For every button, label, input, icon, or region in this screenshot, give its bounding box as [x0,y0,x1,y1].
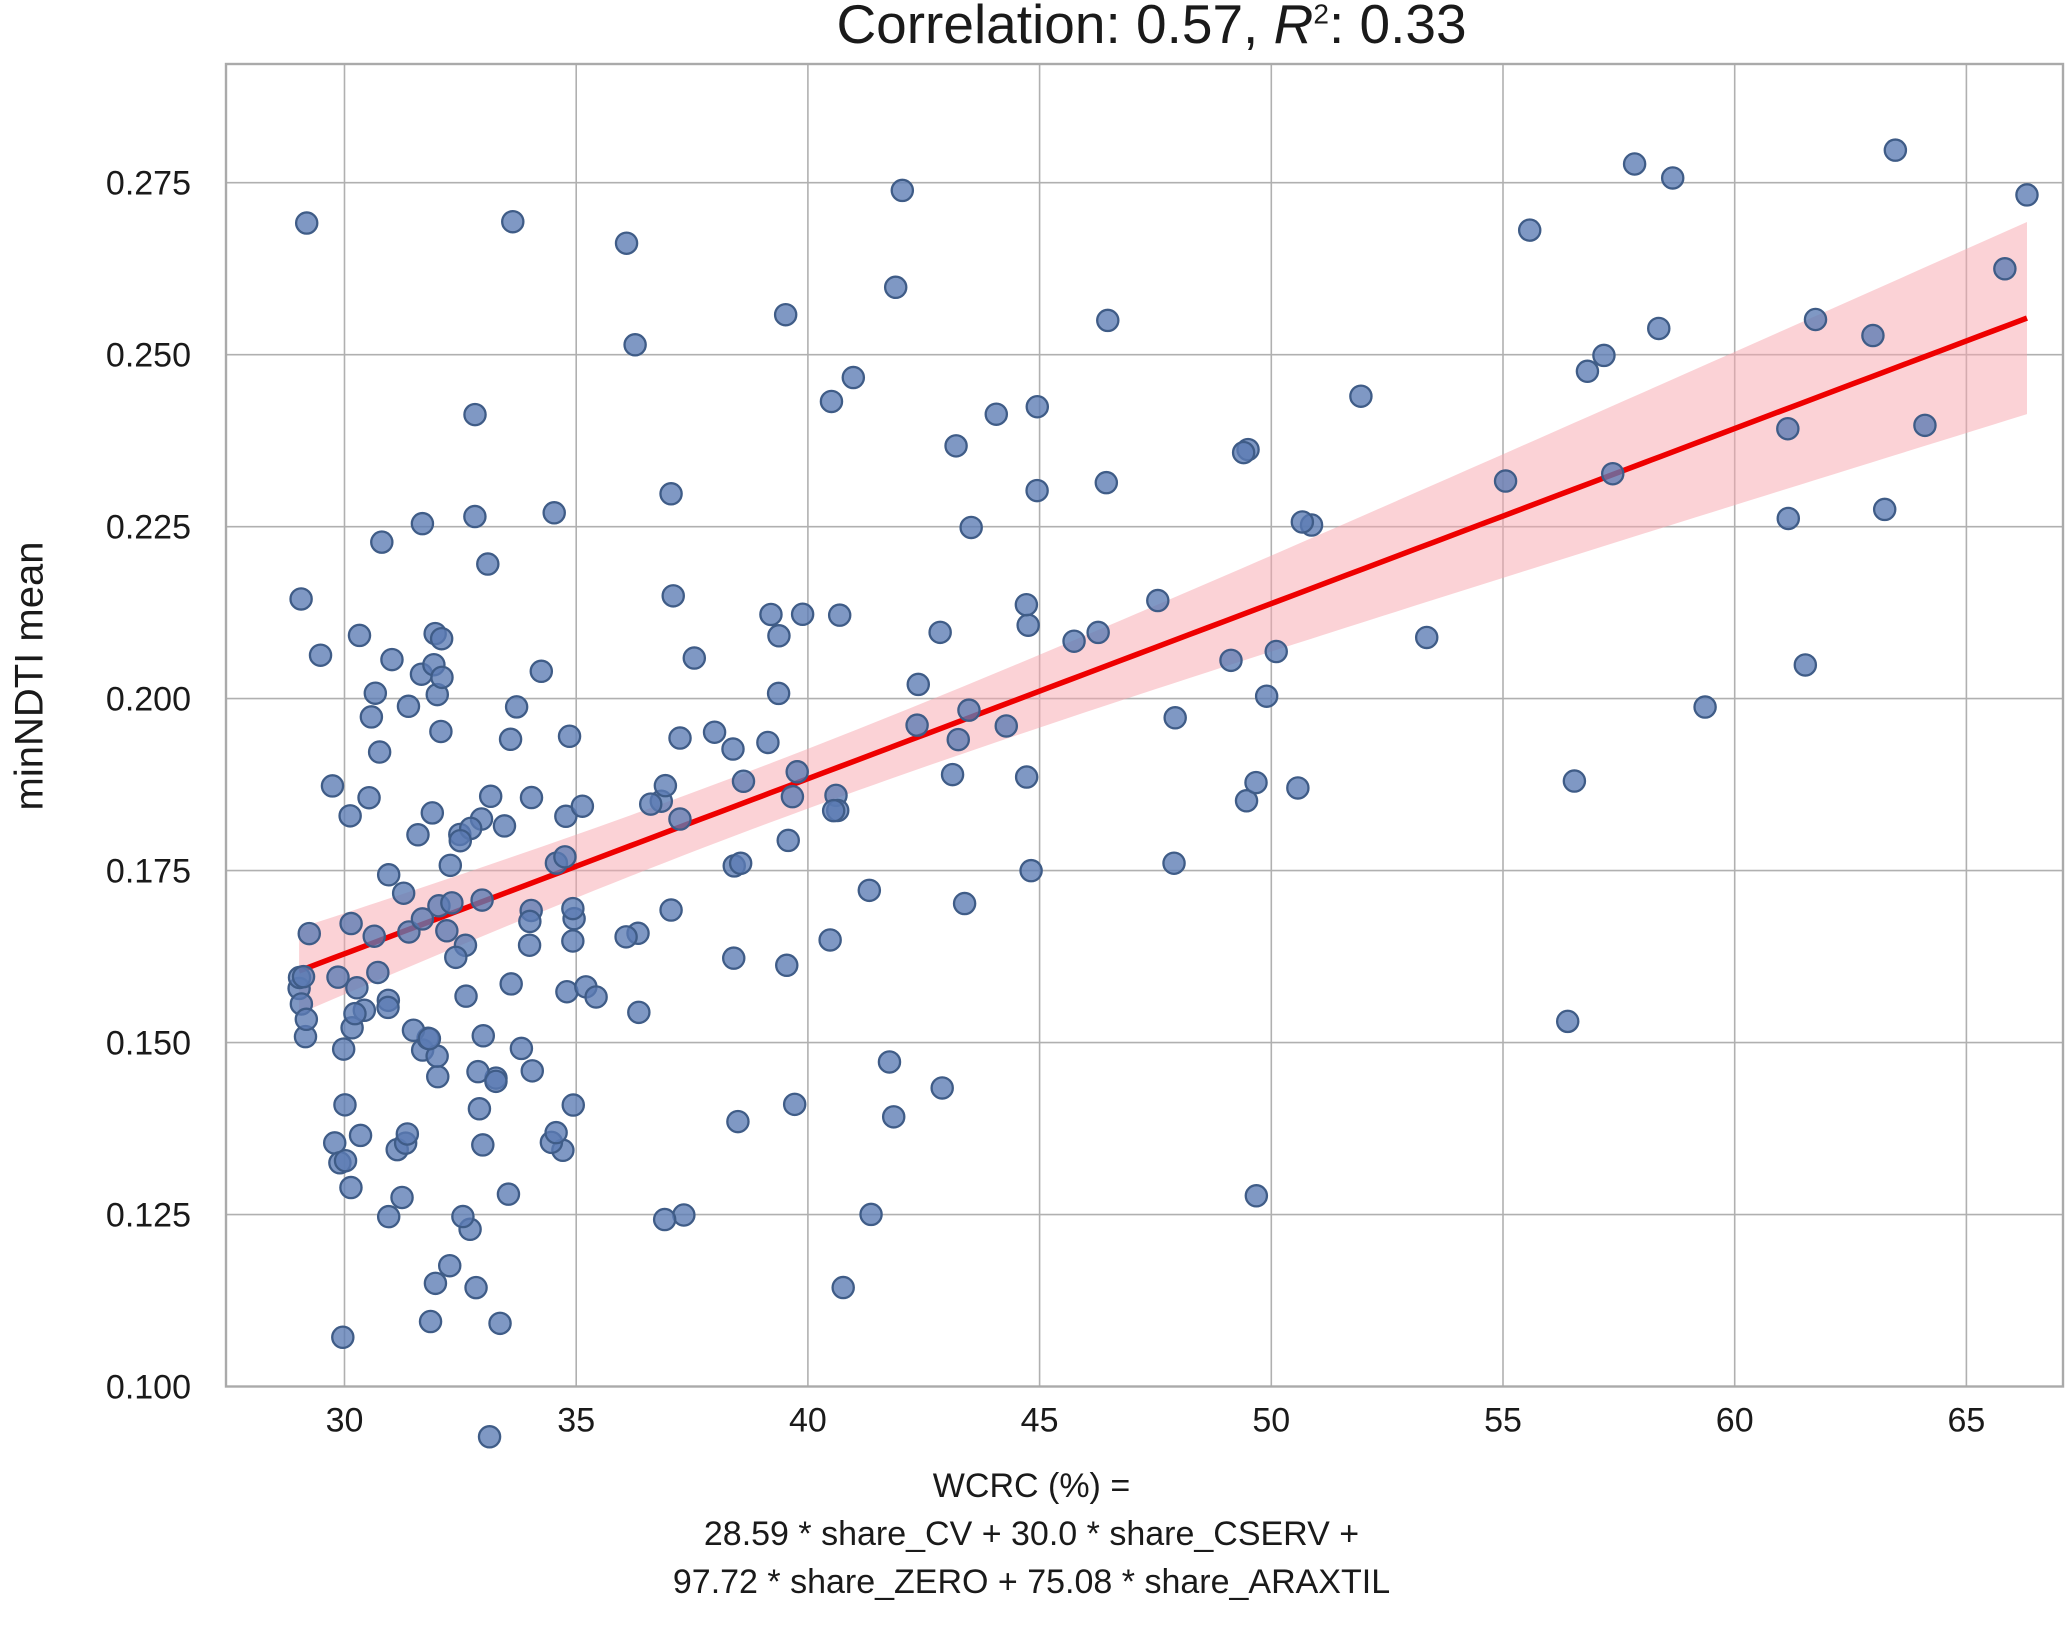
svg-text:0.200: 0.200 [106,681,191,719]
svg-text:45: 45 [1021,1402,1059,1440]
svg-text:0.225: 0.225 [106,509,191,547]
svg-text:0.275: 0.275 [106,165,191,203]
svg-text:65: 65 [1947,1402,1985,1440]
svg-text:55: 55 [1484,1402,1522,1440]
svg-text:0.250: 0.250 [106,337,191,375]
svg-text:35: 35 [557,1402,595,1440]
svg-text:0.125: 0.125 [106,1197,191,1235]
svg-text:0.150: 0.150 [106,1025,191,1063]
svg-text:60: 60 [1716,1402,1754,1440]
svg-text:0.100: 0.100 [106,1369,191,1407]
svg-text:50: 50 [1252,1402,1290,1440]
svg-text:0.175: 0.175 [106,853,191,891]
svg-text:40: 40 [789,1402,827,1440]
svg-text:30: 30 [326,1402,364,1440]
